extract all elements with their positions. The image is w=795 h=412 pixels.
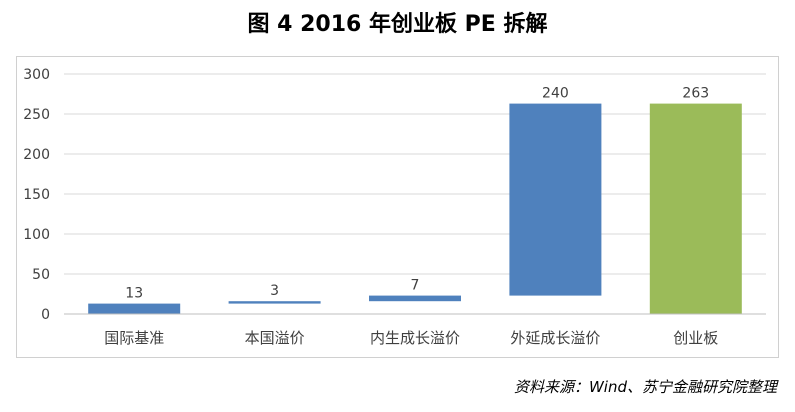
chart-title: 图 4 2016 年创业板 PE 拆解 [247, 12, 548, 37]
x-tick-label: 本国溢价 [245, 329, 305, 347]
bar [649, 103, 742, 314]
x-tick-label: 创业板 [673, 329, 718, 347]
bar [369, 295, 461, 302]
y-tick-label: 0 [41, 307, 50, 323]
y-tick-label: 200 [23, 147, 50, 163]
data-label: 240 [542, 86, 569, 102]
y-tick-label: 100 [23, 227, 50, 243]
x-tick-label: 外延成长溢价 [510, 329, 600, 347]
data-label: 13 [125, 286, 143, 302]
y-tick-label: 150 [23, 187, 50, 203]
data-labels: 13 3 7 240 263 [125, 86, 709, 302]
y-axis: 0 50 100 150 200 250 300 [23, 67, 50, 323]
y-tick-label: 50 [32, 267, 50, 283]
x-tick-label: 国际基准 [104, 329, 164, 347]
data-label: 263 [682, 86, 709, 102]
data-label: 3 [270, 283, 279, 299]
bar [509, 103, 602, 296]
bars [88, 103, 742, 314]
gridlines [64, 73, 766, 315]
source-note: 资料来源：Wind、苏宁金融研究院整理 [513, 378, 777, 396]
y-tick-label: 250 [23, 107, 50, 123]
x-tick-label: 内生成长溢价 [370, 329, 460, 347]
y-tick-label: 300 [23, 67, 50, 83]
bar [88, 303, 181, 314]
data-label: 7 [411, 278, 420, 294]
bar [228, 301, 321, 304]
x-axis: 国际基准 本国溢价 内生成长溢价 外延成长溢价 创业板 [64, 313, 766, 347]
